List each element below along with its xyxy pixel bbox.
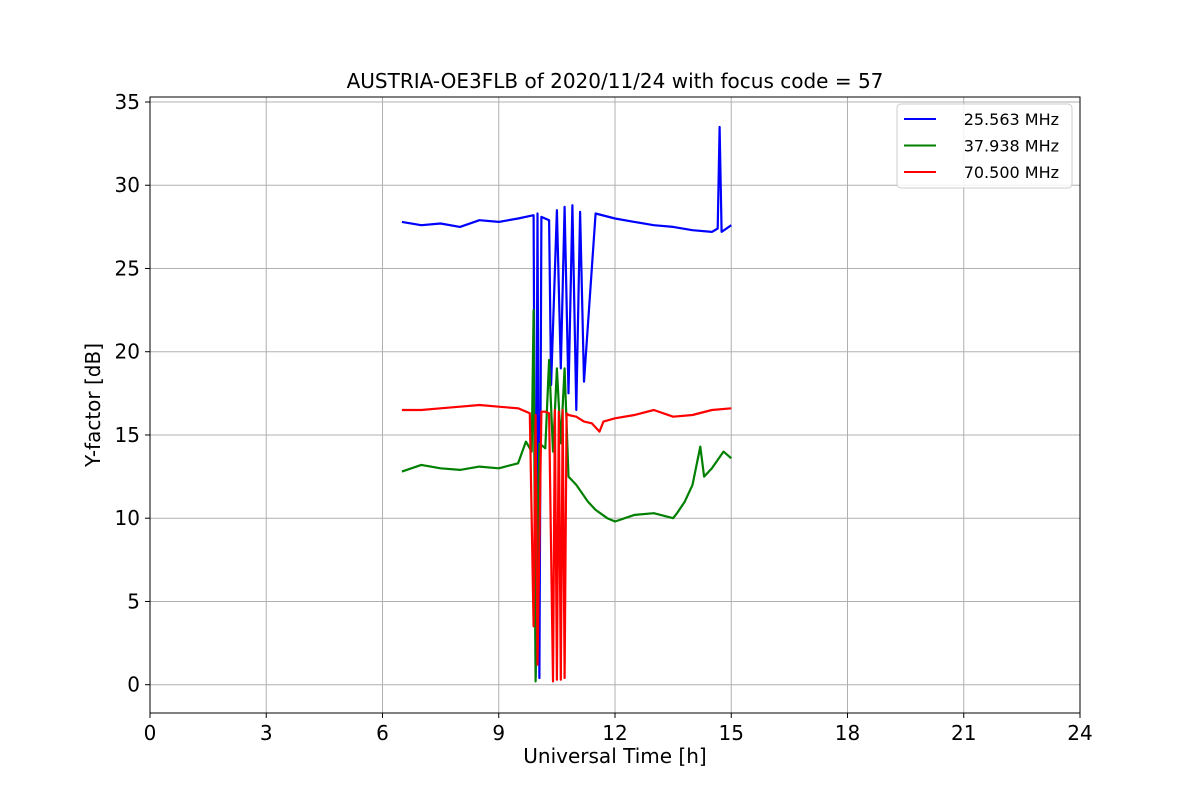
y-tick-label: 35 — [115, 90, 140, 114]
x-tick-label: 21 — [951, 721, 976, 745]
legend-label-1: 37.938 MHz — [964, 137, 1059, 156]
series-line-2 — [401, 403, 732, 683]
series-line-1 — [401, 309, 733, 683]
y-tick-label: 30 — [115, 173, 140, 197]
x-axis-label: Universal Time [h] — [523, 744, 706, 768]
x-tick-label: 24 — [1067, 721, 1092, 745]
x-tick-label: 12 — [602, 721, 627, 745]
x-tick-label: 6 — [376, 721, 389, 745]
x-tick-label: 9 — [492, 721, 505, 745]
y-tick-label: 0 — [127, 673, 140, 697]
y-tick-label: 25 — [115, 256, 140, 280]
legend-box — [896, 103, 1073, 189]
plot-lines — [401, 125, 733, 683]
x-tick-label: 15 — [719, 721, 744, 745]
ticks: 0 3 6 9 12 15 18 21 24 0 5 10 15 20 25 30 35 — [115, 90, 1093, 745]
series-line-0 — [401, 125, 732, 680]
y-axis-label: Y-factor [dB] — [81, 343, 105, 468]
y-tick-label: 20 — [115, 340, 140, 364]
x-tick-label: 0 — [144, 721, 157, 745]
y-tick-label: 10 — [115, 506, 140, 530]
x-tick-label: 18 — [835, 721, 860, 745]
legend: 25.563 MHz 37.938 MHz 70.500 MHz — [896, 103, 1073, 189]
chart-title: AUSTRIA-OE3FLB of 2020/11/24 with focus … — [347, 69, 884, 93]
legend-label-2: 70.500 MHz — [964, 163, 1059, 182]
legend-label-0: 25.563 MHz — [964, 110, 1059, 129]
y-tick-label: 15 — [115, 423, 140, 447]
y-tick-label: 5 — [127, 589, 140, 613]
x-tick-label: 3 — [260, 721, 273, 745]
